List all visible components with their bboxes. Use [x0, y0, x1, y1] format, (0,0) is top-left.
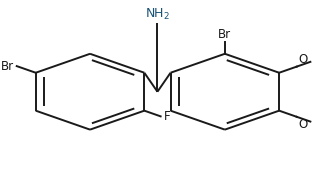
- Text: Br: Br: [0, 60, 13, 73]
- Text: F: F: [164, 110, 170, 123]
- Text: O: O: [298, 118, 308, 131]
- Text: NH$_2$: NH$_2$: [145, 6, 170, 22]
- Text: O: O: [298, 53, 308, 66]
- Text: Br: Br: [218, 28, 231, 40]
